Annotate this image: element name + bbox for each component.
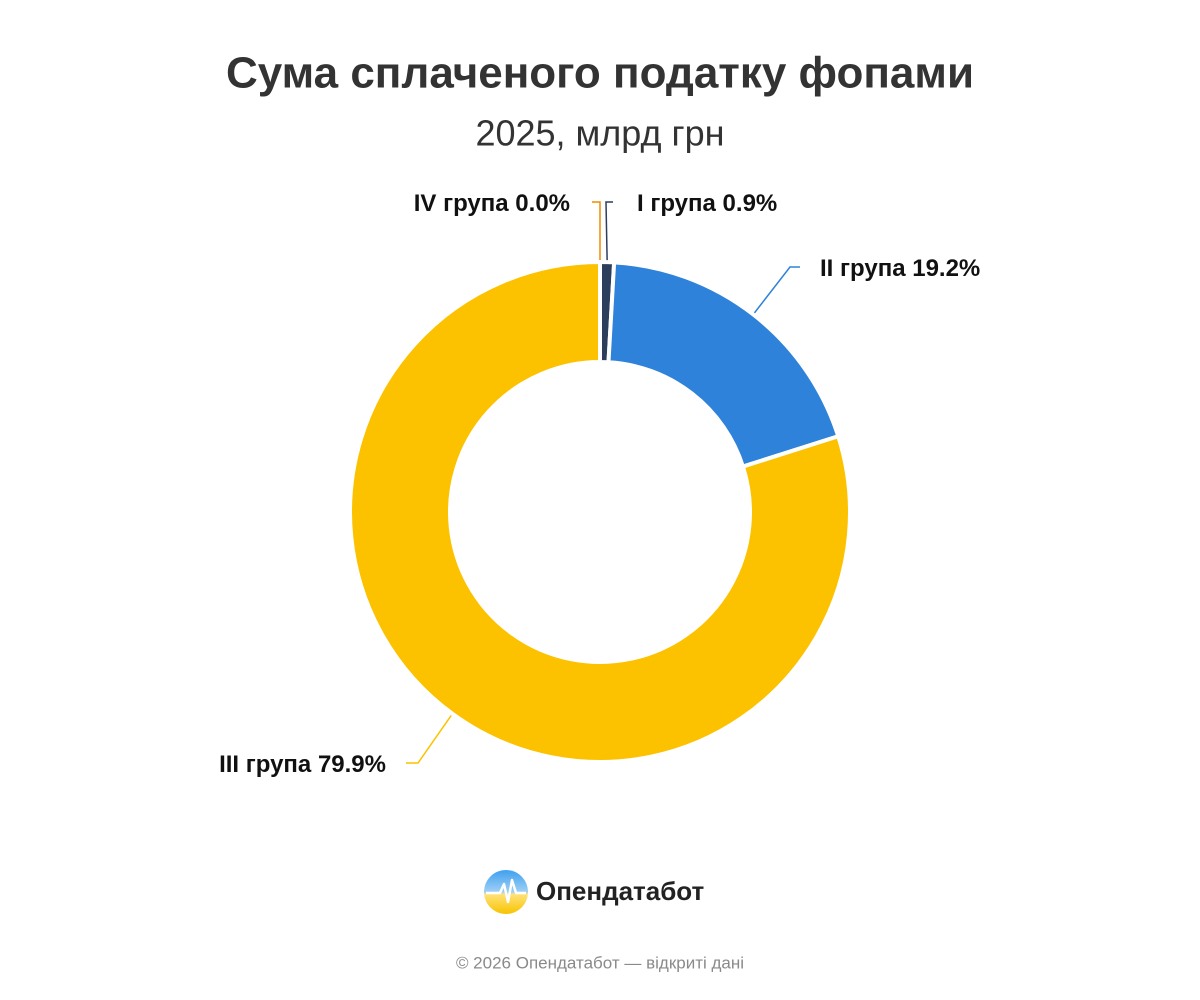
- category-name: IV група: [414, 190, 510, 217]
- value-label: 0.0%: [515, 190, 570, 217]
- copyright: © 2026 Опендатабот — відкриті дані: [456, 953, 744, 972]
- slice-label: IV група 0.0%: [414, 190, 570, 217]
- value-label: 19.2%: [912, 255, 980, 282]
- leader-line: [592, 201, 601, 260]
- brand-name: Опендатабот: [536, 876, 705, 906]
- slice: [348, 260, 852, 764]
- leader-line: [605, 201, 613, 261]
- slice-label: III група 79.9%: [219, 751, 386, 778]
- logo: Опендатабот: [484, 870, 705, 914]
- value-label: 79.9%: [318, 751, 386, 778]
- category-name: II група: [820, 255, 906, 282]
- category-name: III група: [219, 751, 312, 778]
- logo-pulse: [486, 878, 526, 904]
- value-label: 0.9%: [723, 190, 778, 217]
- slice-label: II група 19.2%: [820, 255, 980, 282]
- slice: [606, 260, 841, 469]
- leader-line: [753, 266, 800, 314]
- chart-subtitle: 2025, млрд грн: [475, 113, 724, 154]
- category-name: I група: [637, 190, 717, 217]
- chart-title: Сума сплаченого податку фопами: [226, 49, 974, 98]
- leader-line: [406, 714, 452, 764]
- slice-label: I група 0.9%: [637, 190, 777, 217]
